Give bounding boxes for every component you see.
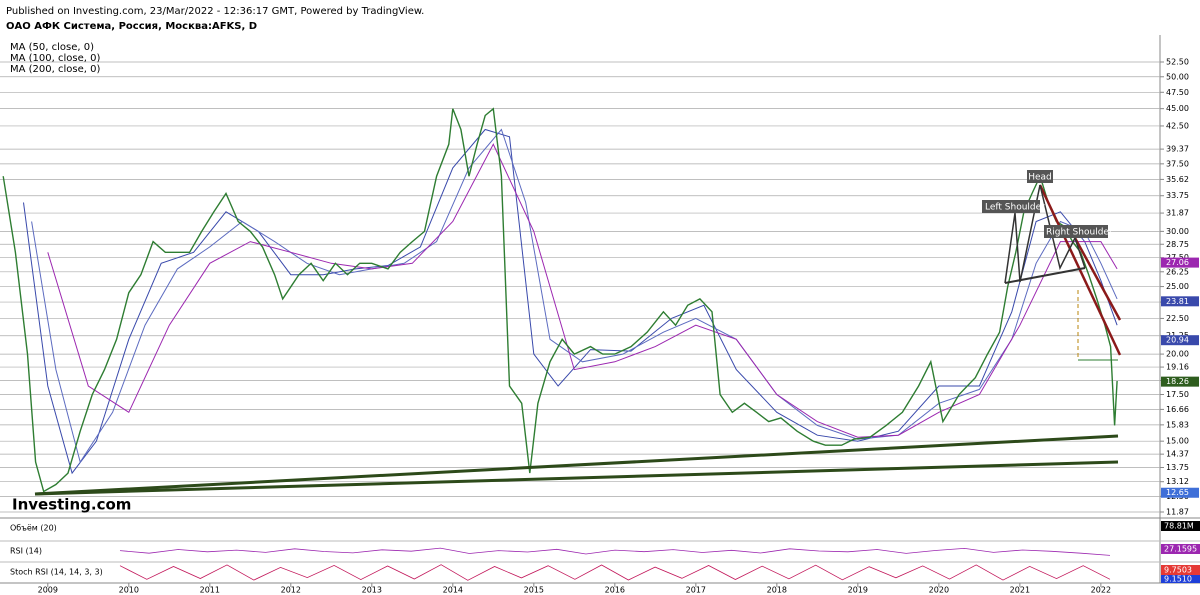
line-series [31, 128, 1118, 464]
trendline [34, 434, 1119, 496]
y-tick-label: 42.50 [1166, 121, 1189, 130]
y-tick-label: 50.00 [1166, 72, 1189, 81]
trendline [1073, 237, 1122, 321]
y-tick-label: 17.50 [1166, 390, 1189, 399]
price-marker [1161, 335, 1199, 346]
x-tick-label: 2015 [524, 586, 544, 595]
x-tick-label: 2022 [1091, 586, 1111, 595]
y-tick-label: 28.75 [1166, 240, 1189, 249]
pane-title: Объём (20) [10, 524, 57, 533]
y-tick-label: 45.00 [1166, 104, 1189, 113]
y-tick-label: 39.37 [1166, 145, 1189, 154]
y-tick-label: 37.50 [1166, 159, 1189, 168]
y-tick-label: 15.00 [1166, 437, 1189, 446]
oscillator-line [119, 564, 1111, 581]
x-tick-label: 2010 [119, 586, 139, 595]
y-tick-label: 16.66 [1166, 405, 1189, 414]
x-tick-label: 2011 [200, 586, 220, 595]
x-tick-label: 2021 [1010, 586, 1030, 595]
published-line: Published on Investing.com, 23/Mar/2022 … [6, 6, 424, 17]
price-marker-label: 23.81 [1166, 297, 1189, 306]
price-marker [1161, 296, 1199, 307]
y-tick-label: 22.50 [1166, 314, 1189, 323]
y-tick-label: 14.37 [1166, 450, 1189, 459]
annotation: Right Shoulder [1046, 228, 1113, 238]
pane-value-box [1161, 521, 1200, 531]
y-tick-label: 26.25 [1166, 267, 1189, 276]
price-marker-label: 20.94 [1166, 336, 1189, 345]
pane-value: 9.7503 [1164, 566, 1192, 575]
annotation: Head [1028, 173, 1052, 183]
x-tick-label: 2009 [38, 586, 58, 595]
x-tick-label: 2020 [929, 586, 949, 595]
x-tick-label: 2013 [362, 586, 382, 595]
annotation: Left Shoulder [985, 203, 1045, 213]
grid [0, 61, 1160, 513]
oscillator-line [119, 547, 1111, 556]
y-tick-label: 11.87 [1166, 508, 1189, 517]
instrument-title: ОАО АФК Система, Россия, Москва:AFKS, D [6, 21, 257, 32]
pane-title: Stoch RSI (14, 14, 3, 3) [10, 568, 103, 577]
price-marker [1161, 376, 1199, 387]
x-tick-label: 2018 [767, 586, 787, 595]
annotation-box [1027, 170, 1053, 183]
legend-entry: MA (100, close, 0) [10, 53, 100, 64]
pane-title: RSI (14) [10, 547, 42, 556]
pane-value: 27.1595 [1164, 545, 1197, 554]
y-tick-label: 52.50 [1166, 58, 1189, 67]
line-series [47, 143, 1118, 438]
price-marker [1161, 257, 1199, 268]
x-tick-label: 2012 [281, 586, 301, 595]
price-marker-label: 18.26 [1166, 377, 1189, 386]
y-tick-label: 15.83 [1166, 420, 1189, 429]
y-tick-label: 20.00 [1166, 350, 1189, 359]
price-marker [1161, 487, 1199, 498]
line-series [2, 107, 1118, 493]
plot [2, 107, 1118, 493]
y-tick-label: 13.75 [1166, 463, 1189, 472]
y-tick-label: 19.16 [1166, 363, 1189, 372]
y-tick-label: 13.12 [1166, 477, 1189, 486]
pane-value-box [1161, 575, 1200, 583]
pane-value-box [1161, 565, 1200, 575]
pane-value-box [1161, 544, 1200, 554]
annotation-box [982, 200, 1040, 213]
logo: Investing.com [12, 496, 131, 514]
line-series [23, 128, 1118, 475]
y-tick-label: 25.00 [1166, 282, 1189, 291]
y-tick-label: 31.87 [1166, 209, 1189, 218]
pane-value: 78.81M [1164, 522, 1194, 531]
legend-entry: MA (200, close, 0) [10, 64, 100, 75]
y-tick-label: 35.62 [1166, 175, 1189, 184]
trendline [34, 460, 1119, 496]
x-tick-label: 2019 [848, 586, 868, 595]
trendline [1038, 184, 1122, 356]
neckline [1004, 267, 1086, 284]
price-marker-label: 12.65 [1166, 488, 1189, 497]
price-marker-label: 27.06 [1166, 258, 1189, 267]
x-tick-label: 2014 [443, 586, 463, 595]
pane-value: 9.1510 [1164, 575, 1192, 584]
y-tick-label: 47.50 [1166, 88, 1189, 97]
legend-entry: MA (50, close, 0) [10, 42, 94, 53]
x-tick-label: 2016 [605, 586, 625, 595]
y-tick-label: 30.00 [1166, 227, 1189, 236]
x-tick-label: 2017 [686, 586, 706, 595]
y-tick-label: 33.75 [1166, 191, 1189, 200]
annotation-box [1044, 225, 1108, 238]
